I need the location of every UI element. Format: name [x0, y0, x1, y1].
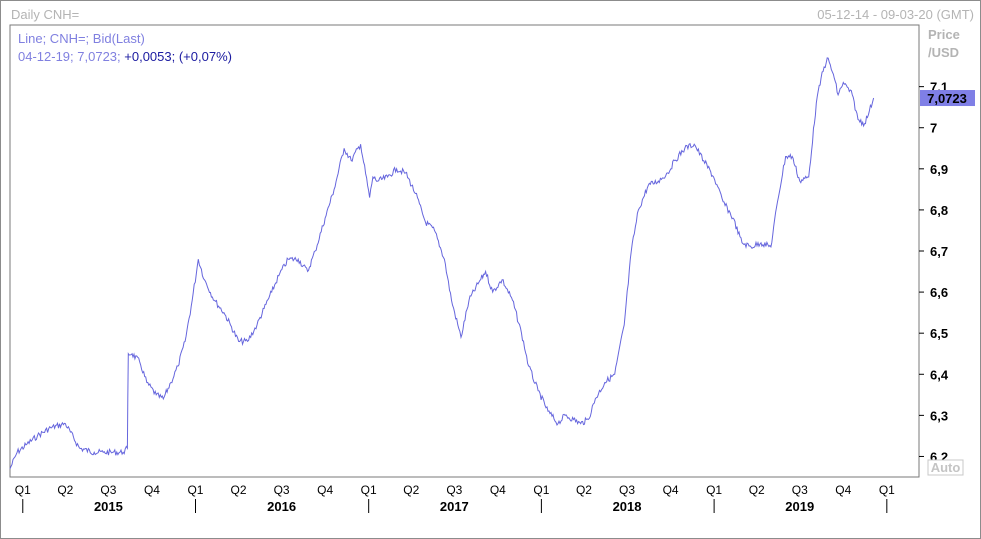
quarter-tick-label: Q1: [361, 483, 377, 497]
quarter-tick-label: Q3: [274, 483, 290, 497]
last-price-marker: 7,0723: [920, 90, 975, 107]
year-tick-label: 2018: [613, 499, 642, 514]
price-tick-label: 6,3: [930, 408, 948, 423]
price-axis-title: Price: [928, 27, 960, 42]
quarter-tick-label: Q2: [57, 483, 73, 497]
legend-last-value: 04-12-19; 7,0723; +0,0053; (+0,07%): [18, 49, 232, 64]
auto-scale-button[interactable]: Auto: [927, 459, 964, 476]
chart-header-title: Daily CNH=: [11, 7, 80, 22]
time-axis: Q1 Q2 Q3 Q4 Q1 Q2 Q3 Q4 Q1 Q2 Q3 Q4 Q1 Q2 Q3 Q4 Q1 Q2 Q3 Q4…: [15, 483, 895, 514]
legend-change: +0,0053; (+0,07%): [124, 49, 232, 64]
last-price-label: 7,0723: [927, 91, 967, 106]
quarter-tick-label: Q3: [446, 483, 462, 497]
price-tick-label: 6,4: [930, 367, 949, 382]
price-tick-label: 7: [930, 121, 937, 136]
quarter-tick-label: Q4: [144, 483, 160, 497]
quarter-tick-label: Q1: [533, 483, 549, 497]
year-tick-label: 2019: [785, 499, 814, 514]
price-tick-label: 6,5: [930, 326, 948, 341]
chart-date-range: 05-12-14 - 09-03-20 (GMT): [817, 7, 974, 22]
price-tick-label: 6,7: [930, 244, 948, 259]
quarter-tick-label: Q2: [403, 483, 419, 497]
price-tick-label: 6,6: [930, 285, 948, 300]
quarter-tick-label: Q3: [792, 483, 808, 497]
quarter-tick-label: Q1: [15, 483, 31, 497]
price-tick-label: 6,8: [930, 203, 948, 218]
year-tick-label: 2017: [440, 499, 469, 514]
quarter-tick-label: Q2: [231, 483, 247, 497]
quarter-tick-label: Q4: [663, 483, 679, 497]
price-axis: 6,26,36,46,56,66,76,86,977,1: [919, 80, 949, 464]
plot-area: [9, 24, 920, 478]
last-price-box: [920, 90, 975, 107]
auto-scale-label: Auto: [931, 460, 961, 475]
year-tick-label: 2016: [267, 499, 296, 514]
cnh-price-line: [9, 57, 875, 469]
legend-date-value: 04-12-19; 7,0723;: [18, 49, 121, 64]
price-tick-label: 6,9: [930, 162, 948, 177]
quarter-tick-label: Q1: [187, 483, 203, 497]
quarter-tick-label: Q3: [100, 483, 116, 497]
quarter-tick-label: Q2: [749, 483, 765, 497]
year-tick-label: 2015: [94, 499, 123, 514]
quarter-tick-label: Q1: [879, 483, 895, 497]
quarter-tick-label: Q1: [706, 483, 722, 497]
quarter-tick-label: Q3: [619, 483, 635, 497]
quarter-tick-label: Q4: [835, 483, 851, 497]
quarter-tick-label: Q2: [576, 483, 592, 497]
quarter-tick-label: Q4: [317, 483, 333, 497]
legend-series-label: Line; CNH=; Bid(Last): [18, 31, 145, 46]
price-axis-unit: /USD: [928, 45, 959, 60]
quarter-tick-label: Q4: [490, 483, 506, 497]
